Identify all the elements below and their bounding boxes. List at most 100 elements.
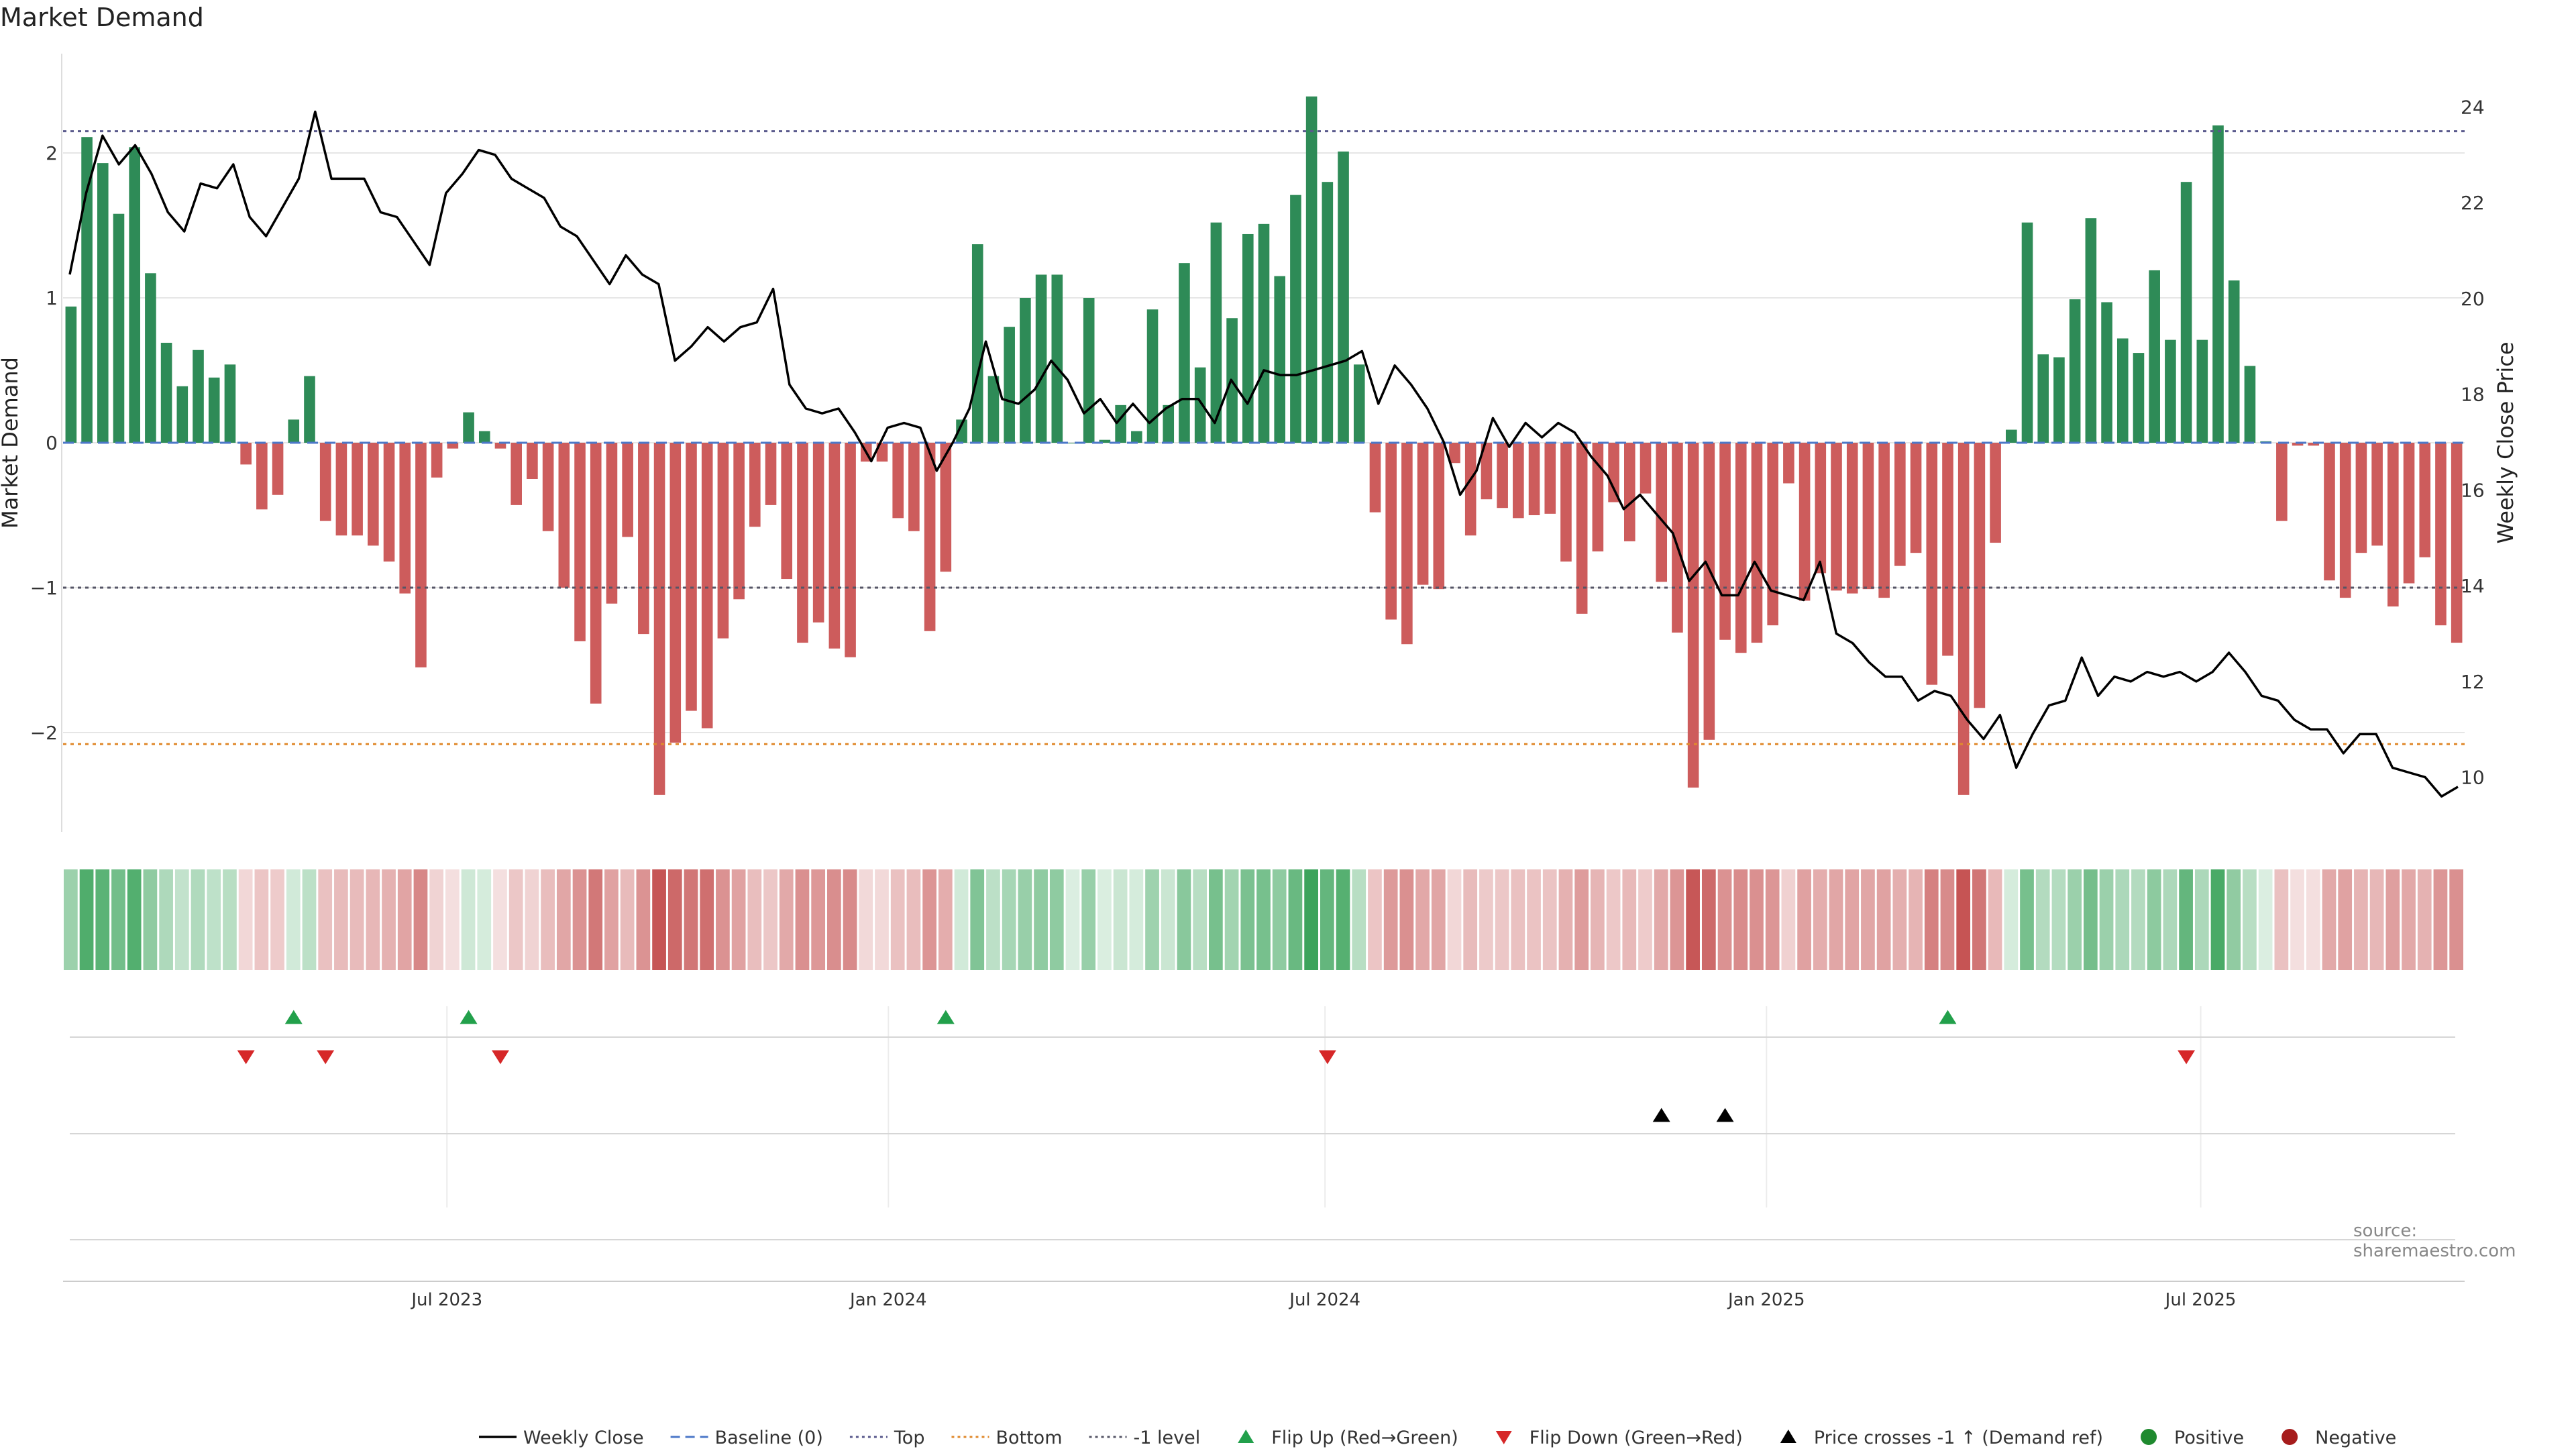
demand-bar [1179,263,1190,443]
demand-bar [1926,443,1938,685]
heat-strip-cell [2194,869,2209,970]
legend-label-weekly_close: Weekly Close [523,1428,644,1448]
demand-bar [1831,443,1842,591]
y-tick-label: 2 [46,142,58,164]
demand-bar [1322,182,1334,443]
y2-tick-label: 10 [2461,767,2485,789]
heat-strip-cell [2115,869,2130,970]
demand-bar [1258,223,1270,443]
heat-strip-cell [525,869,539,970]
demand-bar [494,443,506,449]
heat-strip-cell [2385,869,2400,970]
heat-strip-cell [667,869,682,970]
y2-tick-label: 24 [2461,96,2485,118]
demand-bar [1783,443,1794,484]
heat-strip-cell [1383,869,1398,970]
demand-bar [2228,280,2240,443]
x-tick-label: Jul 2025 [2164,1290,2237,1310]
heat-strip-cell [1686,869,1700,970]
demand-bar [1083,298,1095,443]
demand-bar [1305,96,1318,443]
heat-strip-cell [1924,869,1939,970]
heat-strip-cell [1097,869,1112,970]
y-tick-label: 0 [46,432,58,454]
demand-bar [1799,443,1811,601]
demand-bar [2276,443,2288,521]
heat-strip-cell [223,869,237,970]
y2-tick-label: 12 [2461,671,2485,693]
heat-strip-cell [2258,869,2273,970]
demand-bar [527,443,538,479]
heat-strip-cell [1129,869,1144,970]
demand-bar [2116,338,2129,443]
legend-swatch-positive-icon [2141,1429,2157,1445]
flip-up-marker [460,1010,478,1024]
heat-strip-cell [64,869,78,970]
heat-strip-cell [1591,869,1605,970]
demand-bar [145,273,156,443]
demand-bar [2006,429,2017,443]
heat-strip-cell [1304,869,1318,970]
demand-bar [1624,443,1635,541]
demand-bar [1974,443,1986,708]
heat-strip-cell [1177,869,1191,970]
x-tick-label: Jan 2024 [849,1290,927,1310]
demand-bar [447,443,459,449]
demand-bar [129,147,140,443]
demand-bar [1815,443,1827,574]
heat-strip-cell [1209,869,1223,970]
heat-strip-cell [1415,869,1430,970]
demand-bar [1194,367,1206,443]
flip-down-marker [317,1050,335,1065]
heat-strip-cell [2131,869,2145,970]
demand-bar [2165,339,2176,443]
heat-strip-cell [1574,869,1589,970]
legend-label-flip_up: Flip Up (Red→Green) [1271,1428,1458,1448]
demand-bar [717,443,729,639]
demand-bar [765,443,777,505]
demand-bar [1862,443,1874,590]
flip-down-marker [2178,1050,2196,1065]
demand-bar [2212,125,2224,443]
x-tick-label: Jul 2023 [410,1290,482,1310]
demand-bar [1338,151,1349,443]
flip-down-marker [1318,1050,1336,1065]
legend-label-positive: Positive [2174,1428,2244,1448]
heat-strip-cell [2210,869,2225,970]
heat-strip-cell [1081,869,1096,970]
demand-bar [638,443,649,635]
demand-bar [160,342,172,443]
heat-strip-cell [922,869,936,970]
heat-strip-cell [1018,869,1032,970]
demand-bar [653,443,665,795]
demand-bar [2196,339,2208,443]
heat-strip-cell [1034,869,1048,970]
heat-strip-cell [429,869,444,970]
heat-strip-cell [2417,869,2432,970]
demand-bar [1210,222,1222,443]
demand-bar [1957,443,1970,795]
heat-strip-cell [350,869,364,970]
heat-strip-cell [1352,869,1366,970]
heat-strip-cell [1765,869,1780,970]
heat-strip-cell [811,869,826,970]
heat-strip-cell [1781,869,1796,970]
heat-strip-cell [254,869,269,970]
demand-bar [1401,443,1413,645]
demand-bar [2149,270,2160,443]
demand-bar [1846,443,1858,594]
demand-bar [2371,443,2383,546]
demand-bar [1513,443,1524,519]
demand-bar [828,443,841,649]
y2-tick-label: 18 [2461,384,2485,406]
flip-up-marker [936,1010,955,1024]
demand-bar [256,443,268,510]
heat-strip-cell [2099,869,2114,970]
demand-bar [2085,218,2097,443]
heat-strip-cell [890,869,905,970]
demand-bar [81,137,93,443]
demand-bar [1576,443,1588,614]
demand-bar [1751,443,1763,643]
heat-strip-cell [1845,869,1860,970]
